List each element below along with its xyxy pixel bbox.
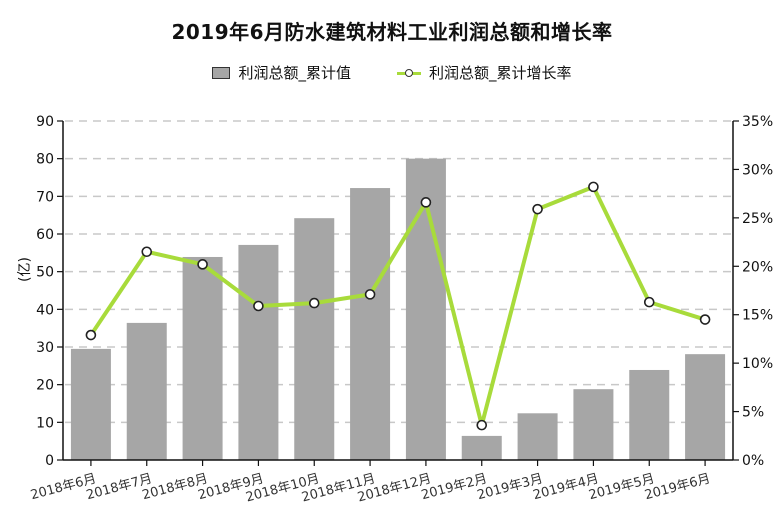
y2-tick-label: 5% bbox=[742, 405, 764, 421]
y2-tick-label: 20% bbox=[742, 259, 773, 275]
y2-tick-label: 10% bbox=[742, 356, 773, 372]
y-tick-label: 40 bbox=[36, 302, 54, 318]
y2-tick-label: 15% bbox=[742, 308, 773, 324]
y-tick-label: 30 bbox=[36, 340, 54, 356]
legend-item-line[interactable]: 利润总额_累计增长率 bbox=[397, 62, 572, 83]
y-tick-label: 20 bbox=[36, 378, 54, 394]
bar[interactable] bbox=[685, 354, 726, 460]
bar[interactable] bbox=[70, 348, 111, 460]
line-point-marker[interactable] bbox=[420, 197, 432, 208]
line-point-marker[interactable] bbox=[141, 246, 153, 258]
bar-swatch-icon bbox=[212, 66, 231, 79]
bar[interactable] bbox=[573, 389, 614, 460]
y-tick-label: 70 bbox=[36, 189, 54, 205]
line-marker-icon bbox=[397, 67, 421, 79]
chart-title: 2019年6月防水建筑材料工业利润总额和增长率 bbox=[171, 20, 613, 44]
y2-tick-label: 35% bbox=[742, 114, 773, 130]
y-tick-label: 60 bbox=[36, 227, 54, 243]
line-point-marker[interactable] bbox=[532, 203, 543, 215]
growth-rate-line bbox=[89, 184, 706, 428]
line-point-marker[interactable] bbox=[699, 314, 711, 325]
y-tick-label: 50 bbox=[36, 265, 54, 281]
y-tick-label: 90 bbox=[36, 114, 54, 130]
bar[interactable] bbox=[461, 435, 502, 460]
bar[interactable] bbox=[126, 322, 167, 460]
y2-tick-label: 30% bbox=[742, 162, 773, 178]
y-tick-label: 10 bbox=[36, 415, 54, 431]
bar[interactable] bbox=[517, 413, 558, 460]
bar[interactable] bbox=[350, 188, 391, 460]
line-point-marker[interactable] bbox=[253, 300, 264, 312]
legend-label-line: 利润总额_累计增长率 bbox=[429, 64, 572, 82]
line-point-marker[interactable] bbox=[364, 289, 376, 300]
y2-tick-label: 0% bbox=[742, 453, 764, 469]
legend-item-bar[interactable]: 利润总额_累计值 bbox=[212, 62, 351, 83]
y2-tick-label: 25% bbox=[742, 211, 773, 227]
line-point-marker[interactable] bbox=[85, 329, 97, 341]
line-point-marker[interactable] bbox=[308, 297, 320, 309]
line-point-marker[interactable] bbox=[197, 259, 208, 270]
bar[interactable] bbox=[629, 369, 670, 460]
line-point-marker[interactable] bbox=[643, 296, 655, 308]
y-tick-label: 80 bbox=[36, 152, 54, 168]
legend-label-bar: 利润总额_累计值 bbox=[238, 64, 351, 82]
y-tick-label: 0 bbox=[45, 453, 54, 469]
chart-legend: 利润总额_累计值 利润总额_累计增长率 bbox=[0, 62, 784, 83]
bar[interactable] bbox=[182, 256, 223, 460]
bar[interactable] bbox=[294, 218, 335, 460]
line-point-marker[interactable] bbox=[588, 181, 599, 193]
line-point-marker[interactable] bbox=[476, 419, 488, 431]
bar[interactable] bbox=[238, 244, 279, 460]
